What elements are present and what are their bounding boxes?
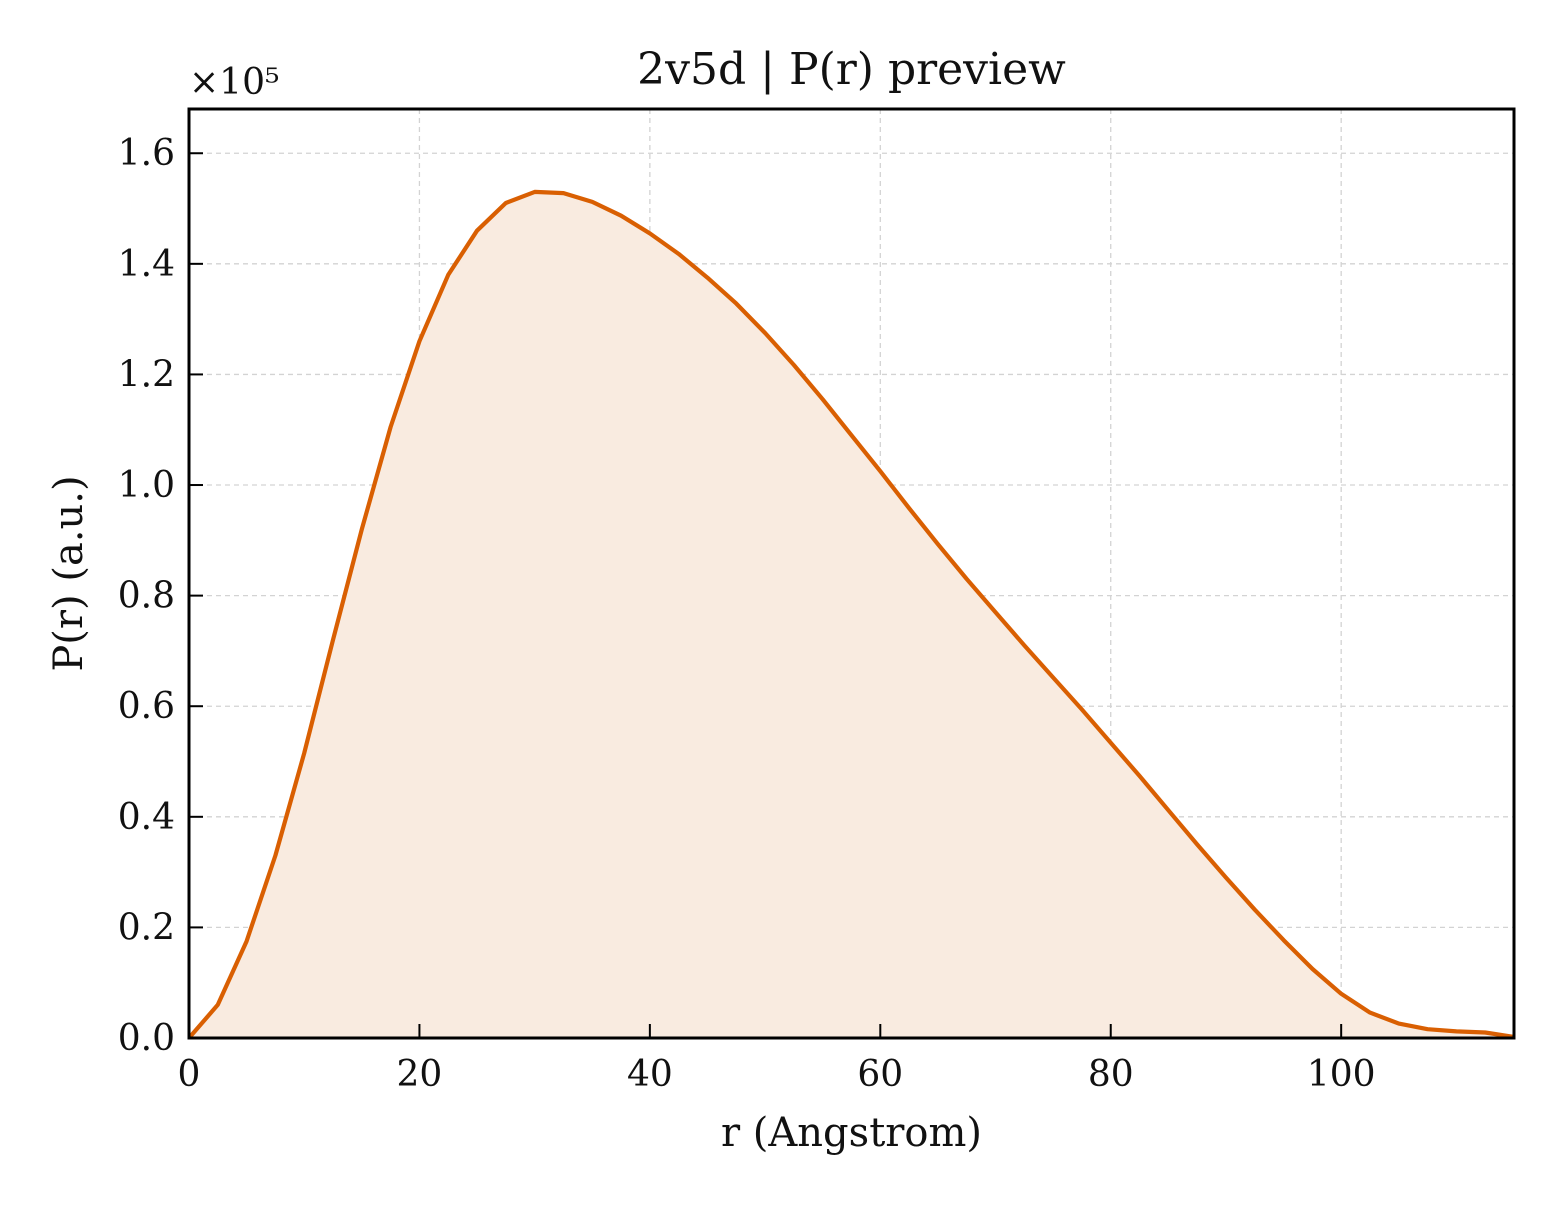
x-tick-label: 20 [397,1054,443,1095]
y-axis-label: P(r) (a.u.) [46,475,92,671]
y-tick-label: 1.6 [118,133,175,174]
y-tick-label: 1.2 [118,354,175,395]
y-tick-label: 0.8 [118,576,175,617]
x-tick-label: 80 [1088,1054,1134,1095]
x-tick-label: 0 [178,1054,201,1095]
y-tick-label: 1.0 [118,465,175,506]
x-tick-label: 40 [627,1054,673,1095]
y-tick-label: 0.6 [118,686,175,727]
x-tick-label: 100 [1307,1054,1376,1095]
pr-series-line [187,189,1515,1040]
y-tick-label: 0.0 [118,1018,175,1059]
y-tick-label: 0.4 [118,797,175,838]
x-tick-label: 60 [857,1054,903,1095]
y-tick-label: 0.2 [118,907,175,948]
y-axis-multiplier: ×10⁵ [189,62,279,103]
chart-title: 2v5d | P(r) preview [637,44,1066,95]
axes-frame [187,107,1516,1040]
x-axis-label: r (Angstrom) [721,1110,982,1156]
tick-layer: 0 20 40 60 80 100 0.0 0.2 0.4 0.6 0.8 1.0 1.2 1.4 1.6 [118,133,1376,1095]
y-tick-label: 1.4 [118,244,175,285]
pr-area-fill [189,191,1514,1038]
